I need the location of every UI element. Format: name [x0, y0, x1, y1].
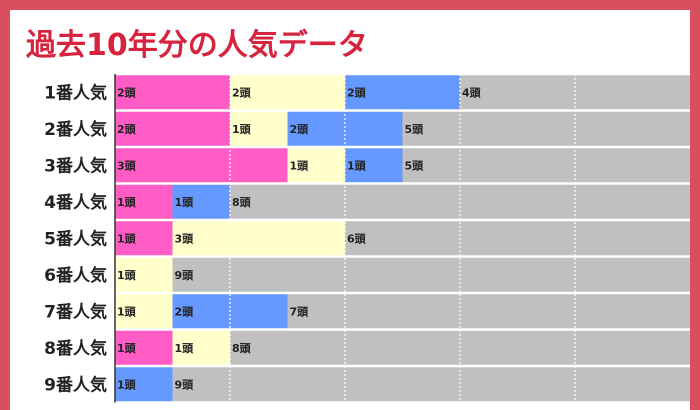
bar-segment-label: 1頭 — [290, 159, 310, 172]
bar-segment-label: 2頭 — [290, 123, 310, 136]
row-label: 1番人気 — [44, 82, 107, 103]
row-label: 2番人気 — [44, 119, 107, 140]
bar-segment — [345, 75, 460, 110]
bar-segment — [115, 148, 288, 183]
bar-segment-label: 1頭 — [175, 342, 195, 355]
bar-segment-label: 7頭 — [290, 305, 310, 318]
bar-segment-label: 1頭 — [232, 123, 252, 136]
bar-segment-label: 3頭 — [117, 159, 137, 172]
bar-segment — [115, 75, 230, 110]
bar-segment-label: 5頭 — [405, 159, 425, 172]
row-label: 5番人気 — [44, 228, 107, 249]
bar-segment-label: 2頭 — [117, 123, 137, 136]
bar-segment-label: 5頭 — [405, 123, 425, 136]
bar-segment — [172, 257, 690, 292]
bar-segment-label: 1頭 — [117, 378, 137, 391]
bar-segment — [115, 184, 173, 219]
bar-segment — [115, 111, 230, 146]
row-label: 9番人気 — [44, 374, 107, 395]
bar-segment — [172, 330, 230, 365]
bar-segment-label: 2頭 — [175, 305, 195, 318]
bar-segment — [172, 367, 690, 402]
bar-segment-label: 1頭 — [347, 159, 367, 172]
row-label: 6番人気 — [44, 265, 107, 286]
bar-segment — [115, 221, 173, 256]
chart-card: 過去10年分の人気データ 2頭 2頭 2頭 4頭 1番人気 2頭 1頭 2頭 5頭 2番人気 3頭 1… — [10, 10, 690, 410]
bar-segment — [402, 148, 690, 183]
bar-segment-label: 2頭 — [232, 86, 252, 99]
bar-segment-label: 1頭 — [117, 305, 137, 318]
row-label: 4番人気 — [44, 192, 107, 213]
row-label: 7番人気 — [44, 301, 107, 322]
bar-segment — [115, 330, 173, 365]
bar-segment — [402, 111, 690, 146]
bar-segment — [230, 75, 345, 110]
bar-segment-label: 2頭 — [347, 86, 367, 99]
bar-segment — [230, 184, 690, 219]
row-label: 3番人気 — [44, 155, 107, 176]
bar-segment — [115, 367, 173, 402]
bar-segment — [115, 294, 173, 329]
bar-segment — [287, 294, 690, 329]
bar-segment-label: 8頭 — [232, 196, 252, 209]
bar-segment-label: 8頭 — [232, 342, 252, 355]
bar-segment — [172, 184, 230, 219]
bar-segment-label: 1頭 — [117, 342, 137, 355]
bar-segment-label: 9頭 — [175, 269, 195, 282]
bar-segment — [345, 148, 403, 183]
bar-segment-label: 1頭 — [117, 196, 137, 209]
bar-segment-label: 3頭 — [175, 232, 195, 245]
bar-segment — [230, 111, 288, 146]
bar-segment-label: 1頭 — [117, 269, 137, 282]
bar-segment — [287, 148, 345, 183]
bar-segment — [460, 75, 690, 110]
stacked-bar-chart: 2頭 2頭 2頭 4頭 1番人気 2頭 1頭 2頭 5頭 2番人気 3頭 1頭 1頭 5頭 3番人気 1頭 1頭… — [44, 74, 690, 403]
bar-segment — [345, 221, 690, 256]
bar-segment-label: 9頭 — [175, 378, 195, 391]
chart-title: 過去10年分の人気データ — [26, 28, 368, 63]
row-label: 8番人気 — [44, 338, 107, 359]
bar-segment-label: 4頭 — [462, 86, 482, 99]
bar-segment-label: 1頭 — [117, 232, 137, 245]
bar-segment-label: 6頭 — [347, 232, 367, 245]
bar-segment-label: 1頭 — [175, 196, 195, 209]
bar-segment-label: 2頭 — [117, 86, 137, 99]
bar-segment — [172, 221, 345, 256]
bar-segment — [287, 111, 403, 146]
bar-segment — [115, 257, 173, 292]
